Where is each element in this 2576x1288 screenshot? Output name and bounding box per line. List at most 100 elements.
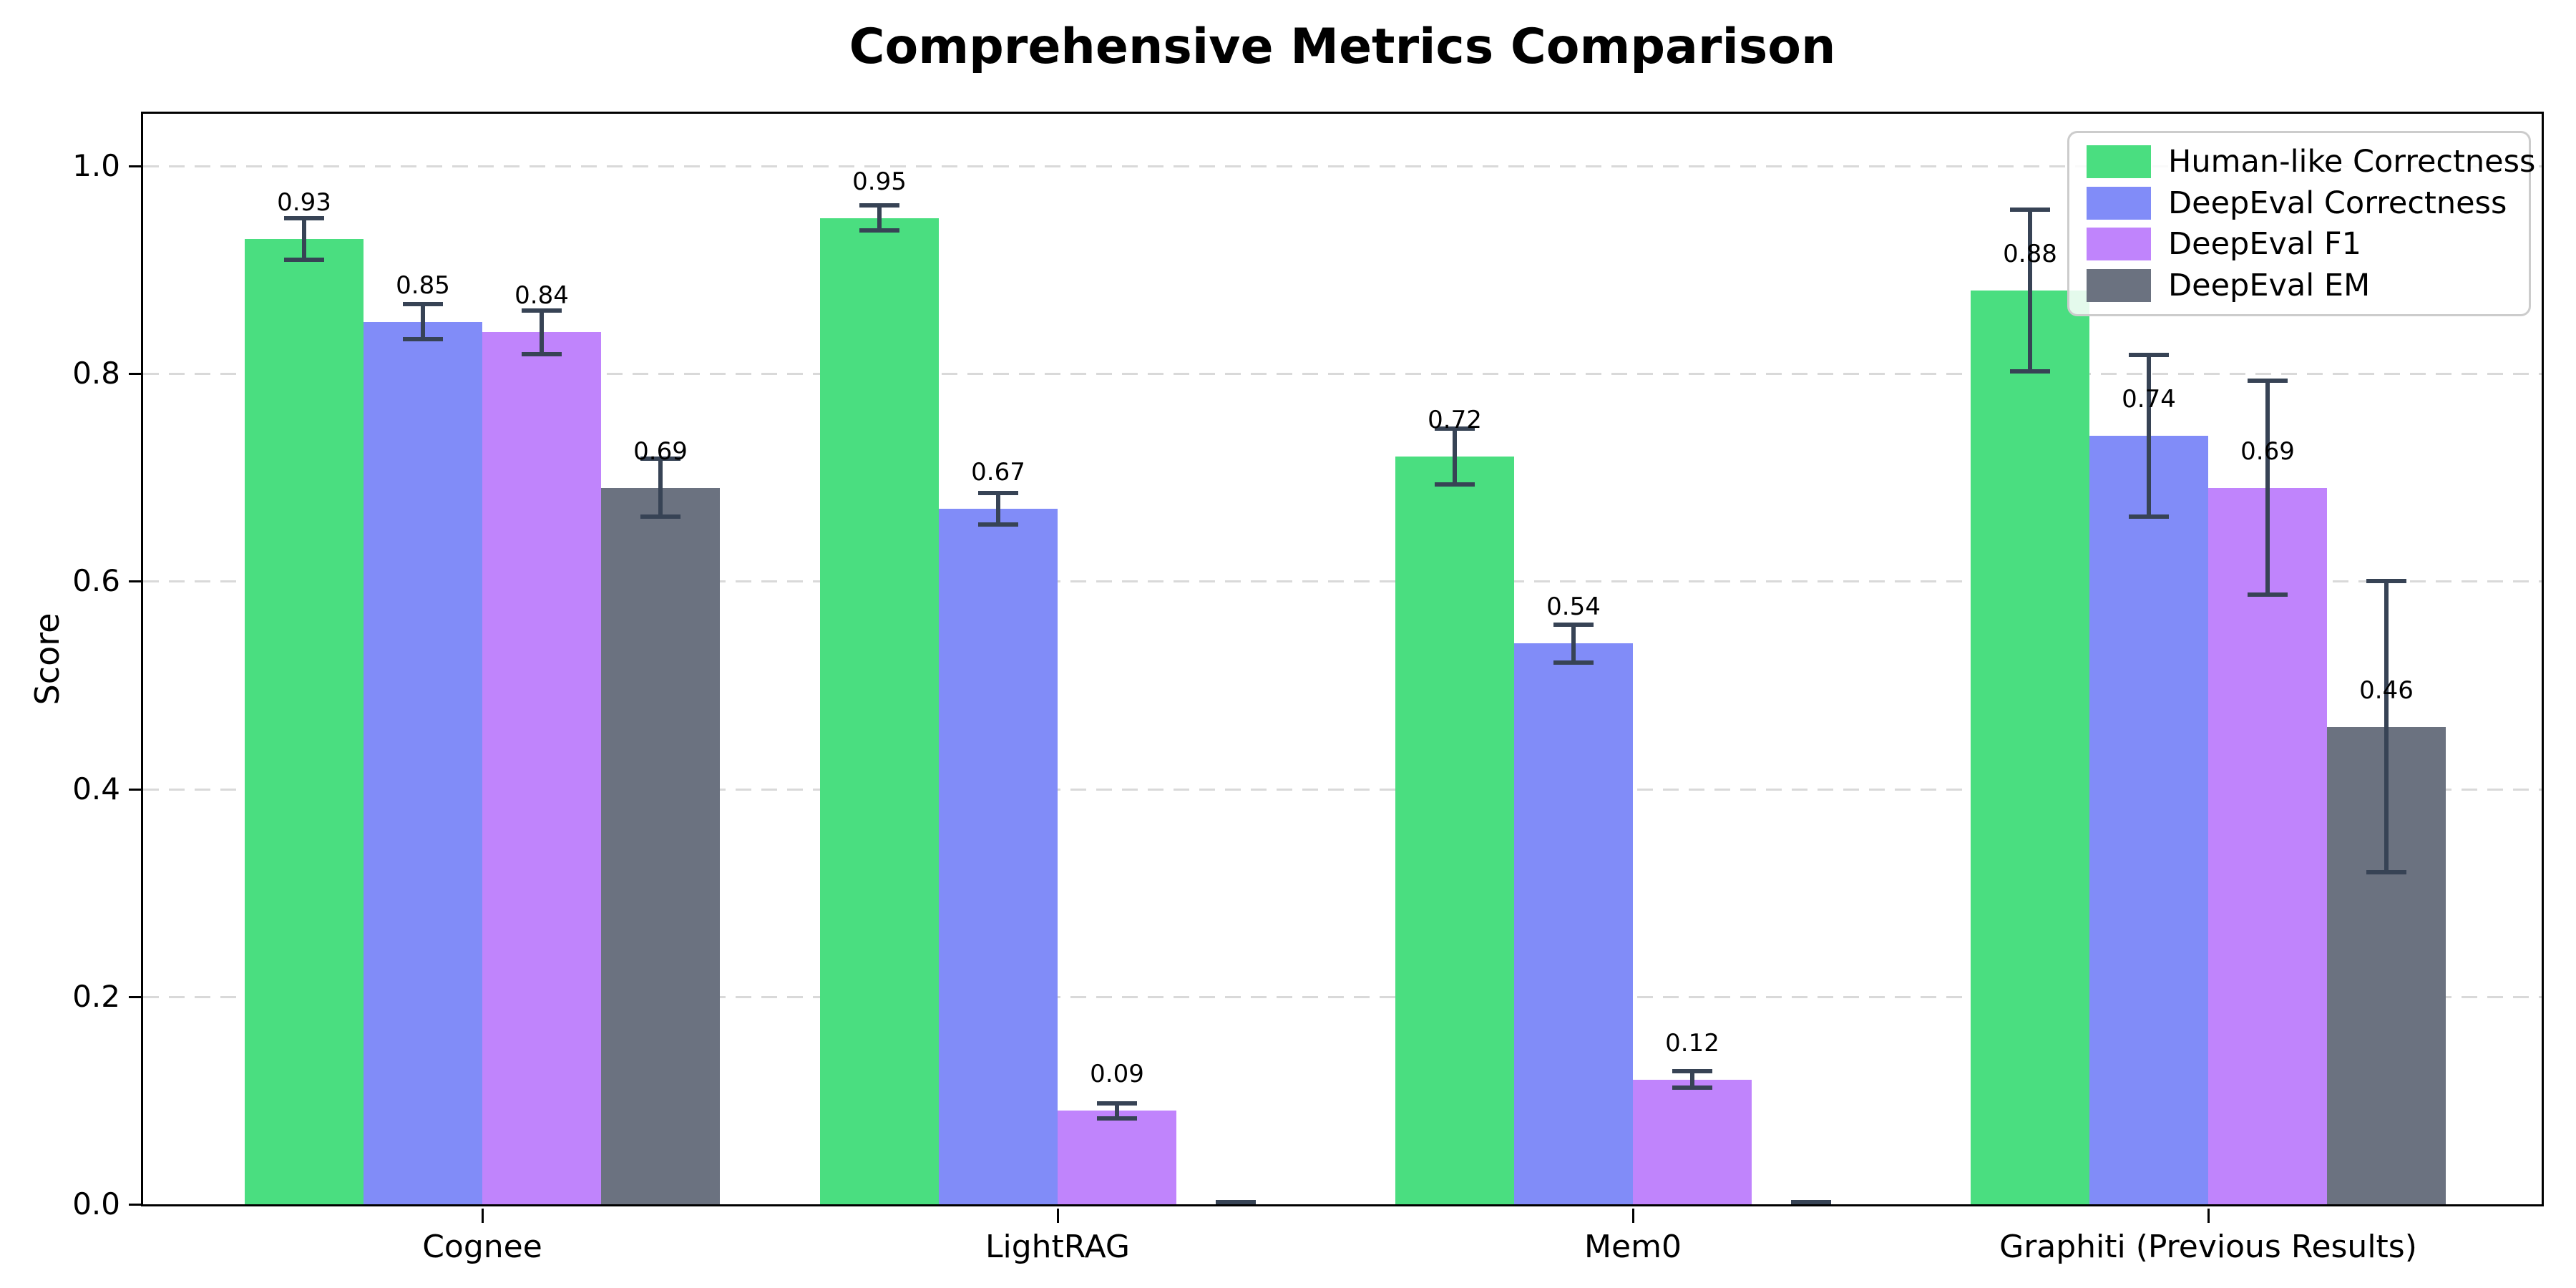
error-bar-cap	[1216, 1200, 1256, 1204]
bar-deepeval-f1-0	[482, 332, 601, 1204]
gridline	[143, 165, 2542, 167]
bar-deepeval-f1-2	[1633, 1080, 1752, 1204]
bar-value-label: 0.84	[514, 281, 569, 310]
error-bar	[877, 205, 882, 230]
y-tick-mark	[129, 580, 143, 583]
error-bar-cap	[284, 257, 324, 262]
error-bar	[421, 303, 425, 340]
error-bar-cap	[522, 308, 562, 313]
bar-value-label: 0.67	[971, 458, 1025, 487]
error-bar-cap	[522, 351, 562, 356]
error-bar-cap	[640, 514, 680, 519]
error-bar-cap	[2010, 369, 2050, 374]
y-axis-label: Score	[28, 613, 67, 706]
bar-deepeval-correctness-3	[2089, 436, 2208, 1204]
bar-value-label: 0.09	[1090, 1060, 1144, 1088]
error-bar-cap	[2010, 207, 2050, 212]
error-bar	[2265, 381, 2270, 595]
x-tick-label: LightRAG	[985, 1229, 1131, 1265]
error-bar-cap	[403, 337, 443, 342]
legend-item: DeepEval EM	[2087, 268, 2516, 303]
error-bar-cap	[978, 491, 1018, 496]
bar-human-like-correctness-1	[820, 218, 939, 1204]
x-tick-mark	[1632, 1209, 1634, 1223]
error-bar-cap	[2248, 379, 2288, 384]
bar-value-label: 0.88	[2003, 240, 2057, 268]
y-tick-label: 0.6	[72, 563, 120, 599]
error-bar	[1115, 1103, 1119, 1118]
error-bar-cap	[640, 457, 680, 462]
bar-value-label: 0.54	[1546, 592, 1601, 621]
error-bar-cap	[1097, 1116, 1137, 1121]
error-bar-cap	[1672, 1085, 1712, 1091]
legend-label: DeepEval EM	[2168, 267, 2371, 303]
error-bar	[1571, 625, 1576, 663]
error-bar-cap	[1435, 426, 1475, 431]
bar-deepeval-correctness-2	[1514, 643, 1633, 1204]
error-bar-cap	[2248, 592, 2288, 597]
error-bar	[1690, 1071, 1694, 1088]
error-bar	[996, 493, 1000, 525]
error-bar	[1453, 429, 1457, 485]
x-tick-mark	[482, 1209, 484, 1223]
bar-value-label: 0.46	[2359, 676, 2414, 705]
y-tick-label: 0.2	[72, 978, 120, 1014]
x-tick-mark	[1057, 1209, 1059, 1223]
y-tick-mark	[129, 995, 143, 998]
legend-label: Human-like Correctness	[2168, 144, 2536, 180]
bar-value-label: 0.69	[2240, 437, 2295, 466]
error-bar-cap	[1553, 623, 1594, 628]
x-tick-label: Mem0	[1584, 1229, 1682, 1265]
bar-human-like-correctness-0	[245, 239, 364, 1204]
error-bar	[302, 218, 306, 260]
error-bar-cap	[859, 203, 899, 208]
legend-label: DeepEval F1	[2168, 226, 2361, 263]
error-bar-cap	[2129, 353, 2169, 358]
y-tick-label: 0.8	[72, 356, 120, 391]
bar-human-like-correctness-3	[1971, 291, 2089, 1204]
error-bar-cap	[2129, 514, 2169, 519]
error-bar	[658, 459, 663, 517]
error-bar	[540, 310, 544, 354]
bar-human-like-correctness-2	[1395, 457, 1514, 1204]
legend-label: DeepEval Correctness	[2168, 185, 2507, 221]
x-tick-label: Cognee	[422, 1229, 542, 1265]
bar-deepeval-f1-3	[2208, 488, 2327, 1204]
error-bar	[2384, 581, 2389, 872]
legend-item: DeepEval F1	[2087, 226, 2516, 262]
bar-value-label: 0.12	[1665, 1029, 1719, 1058]
y-tick-label: 0.4	[72, 771, 120, 806]
bar-value-label: 0.74	[2122, 385, 2176, 414]
gridline	[143, 580, 2542, 583]
y-tick-label: 0.0	[72, 1186, 120, 1221]
legend-swatch-human-like-correctness	[2087, 145, 2151, 178]
error-bar	[2147, 355, 2151, 517]
legend-item: Human-like Correctness	[2087, 144, 2535, 180]
gridline	[143, 788, 2542, 791]
y-tick-mark	[129, 1204, 143, 1206]
bar-deepeval-em-0	[601, 488, 720, 1204]
legend: Human-like Correctness DeepEval Correctn…	[2067, 131, 2535, 316]
error-bar-cap	[284, 215, 324, 220]
bar-value-label: 0.85	[396, 271, 450, 300]
legend-swatch-deepeval-em	[2087, 268, 2151, 302]
error-bar-cap	[1435, 482, 1475, 487]
error-bar-cap	[1672, 1069, 1712, 1074]
bar-deepeval-correctness-1	[939, 509, 1058, 1204]
gridline	[143, 373, 2542, 376]
error-bar-cap	[1097, 1101, 1137, 1106]
error-bar-cap	[403, 301, 443, 306]
bar-value-label: 0.93	[277, 188, 331, 217]
y-tick-mark	[129, 373, 143, 376]
y-tick-mark	[129, 788, 143, 791]
bar-value-label: 0.69	[633, 437, 688, 466]
legend-item: DeepEval Correctness	[2087, 185, 2516, 221]
error-bar-cap	[1791, 1200, 1831, 1204]
error-bar	[2028, 209, 2032, 372]
gridline	[143, 995, 2542, 998]
x-tick-label: Graphiti (Previous Results)	[1999, 1229, 2417, 1265]
legend-swatch-deepeval-f1	[2087, 228, 2151, 261]
bar-value-label: 0.95	[852, 167, 907, 196]
error-bar-cap	[2366, 869, 2406, 874]
